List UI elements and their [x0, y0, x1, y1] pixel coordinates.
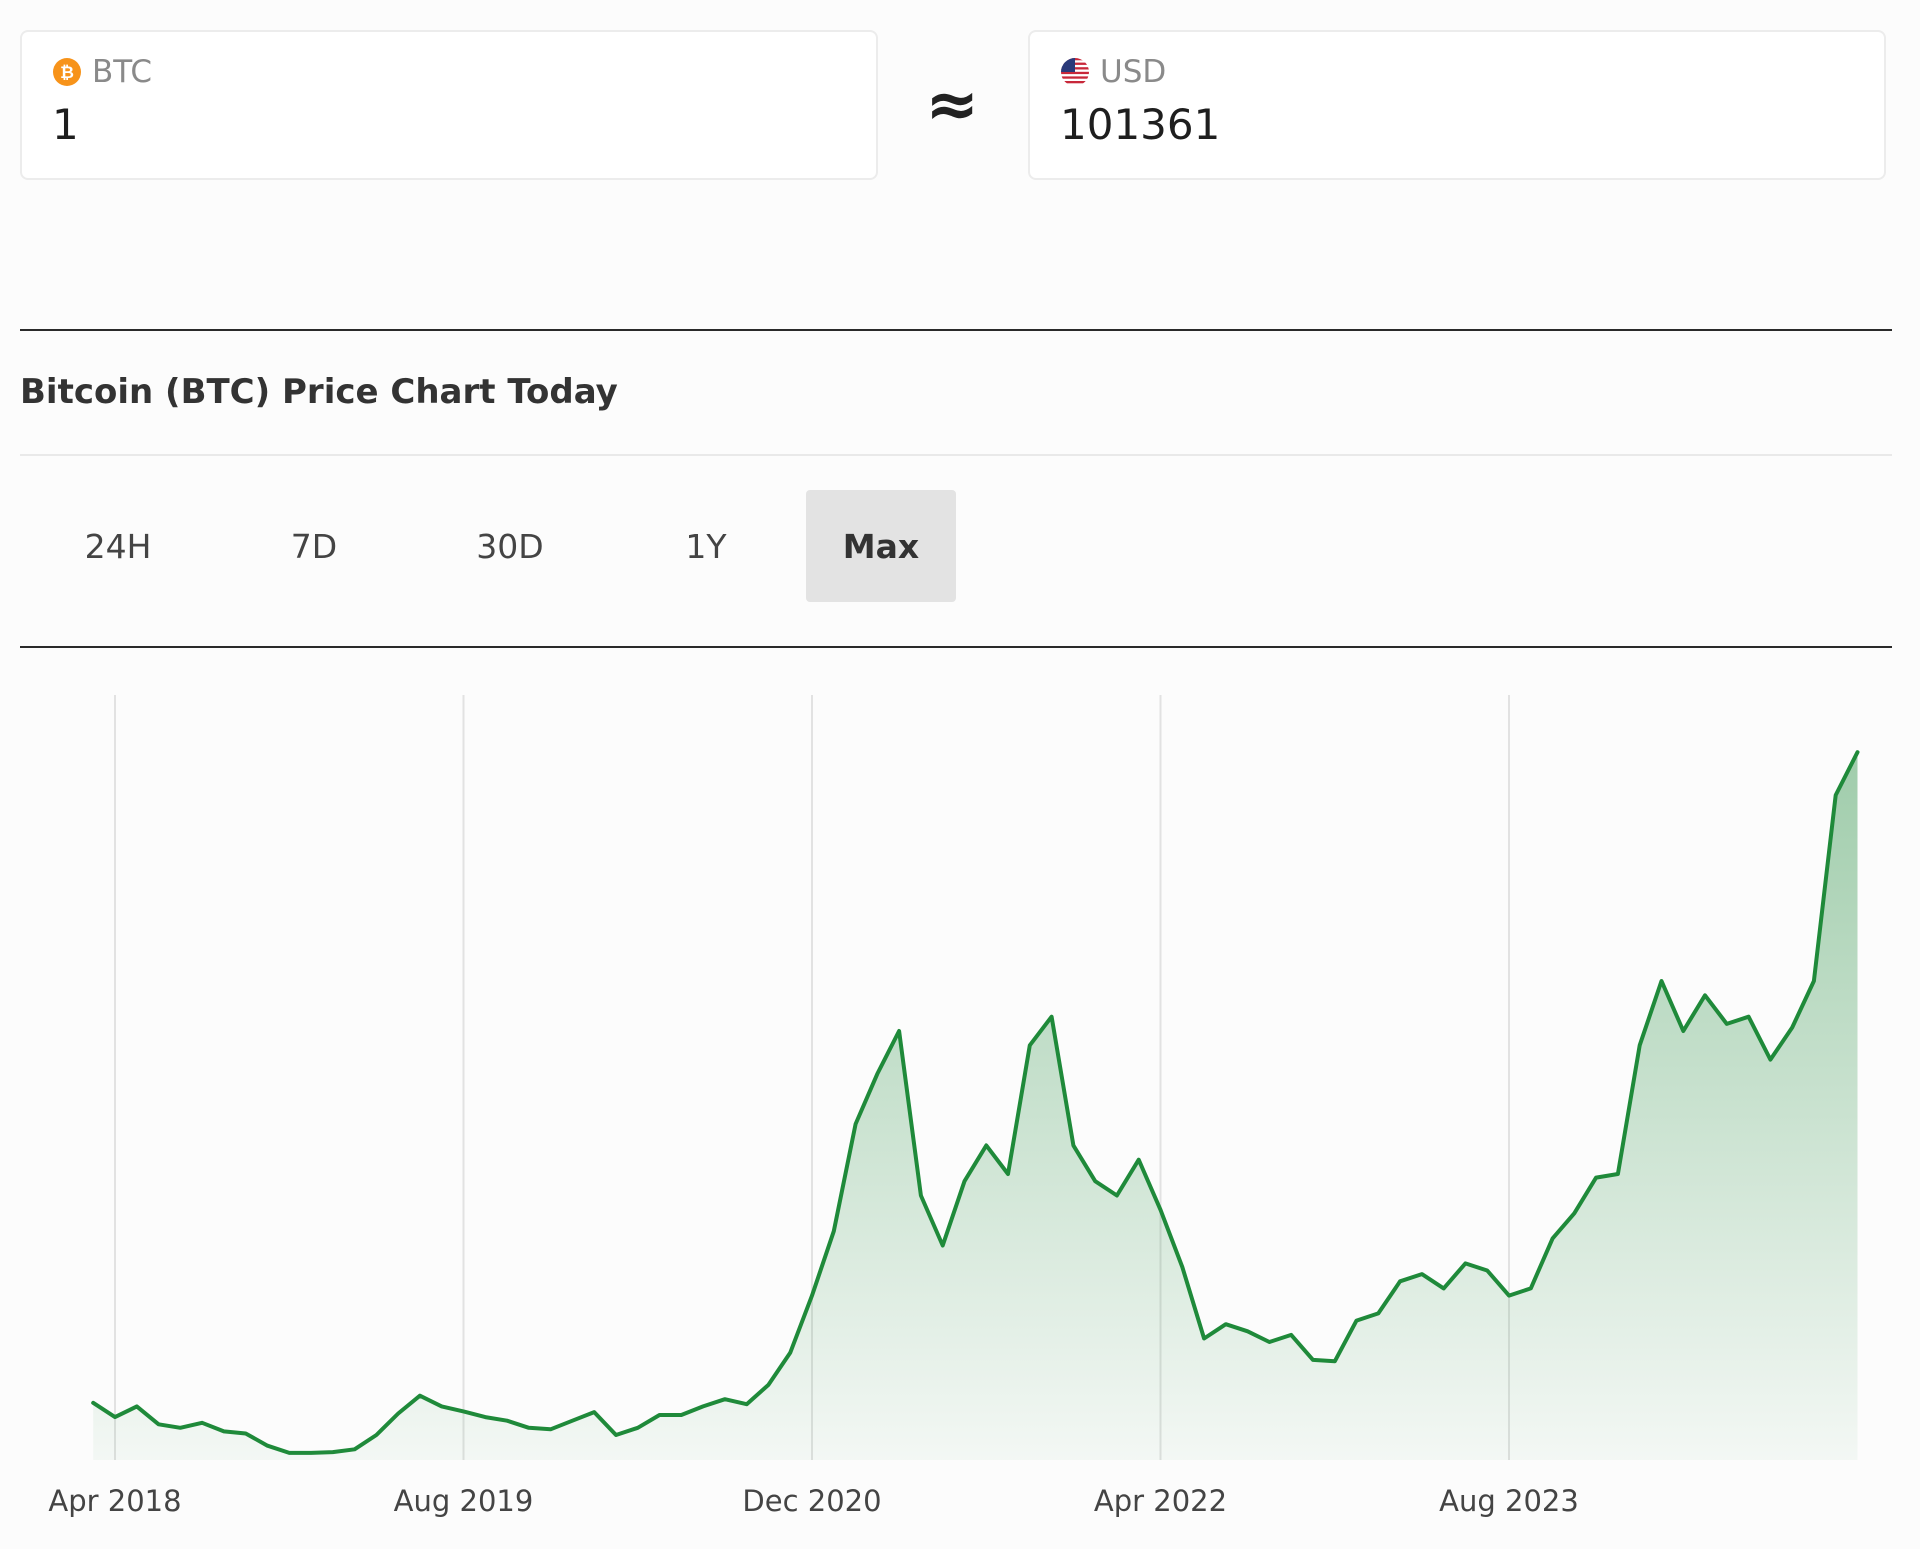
price-line	[91, 750, 1860, 1455]
btc-currency-label: ₿ BTC	[52, 52, 152, 92]
x-tick-label: Apr 2022	[1094, 1484, 1227, 1518]
bitcoin-icon: ₿	[53, 58, 81, 86]
tab-24h[interactable]: 24H	[84, 526, 152, 566]
usd-amount-input[interactable]	[1060, 100, 1840, 149]
svg-text:₿: ₿	[60, 63, 74, 83]
section-divider-bottom	[20, 646, 1892, 648]
x-tick-label: Apr 2018	[48, 1484, 181, 1518]
x-tick-label: Dec 2020	[742, 1484, 881, 1518]
timeframe-tabs: 24H 7D 30D 1Y Max	[20, 490, 956, 602]
usd-currency-code: USD	[1100, 54, 1167, 90]
approx-symbol: ≈	[925, 68, 979, 142]
x-tick-label: Aug 2023	[1439, 1484, 1579, 1518]
btc-amount-input[interactable]	[52, 100, 832, 149]
price-chart: Apr 2018 Aug 2019 Dec 2020 Apr 2022 Aug 2023	[48, 695, 1860, 1518]
tab-30d[interactable]: 30D	[476, 526, 544, 566]
section-divider-top	[20, 329, 1892, 331]
x-tick-label: Aug 2019	[394, 1484, 534, 1518]
tab-7d[interactable]: 7D	[290, 526, 338, 566]
us-flag-icon	[1061, 58, 1089, 86]
usd-currency-label: USD	[1060, 52, 1166, 92]
title-divider	[20, 454, 1892, 456]
btc-currency-code: BTC	[92, 54, 153, 90]
tab-max[interactable]: Max	[806, 490, 956, 602]
price-area	[93, 752, 1858, 1460]
currency-converter: ₿ BTC ≈	[20, 30, 1890, 184]
btc-amount-box[interactable]: ₿ BTC	[20, 30, 878, 180]
chart-title: Bitcoin (BTC) Price Chart Today	[20, 372, 618, 412]
x-axis-ticks: Apr 2018 Aug 2019 Dec 2020 Apr 2022 Aug 2023	[48, 1484, 1578, 1518]
tab-1y[interactable]: 1Y	[685, 526, 727, 566]
usd-amount-box[interactable]: USD	[1028, 30, 1886, 180]
